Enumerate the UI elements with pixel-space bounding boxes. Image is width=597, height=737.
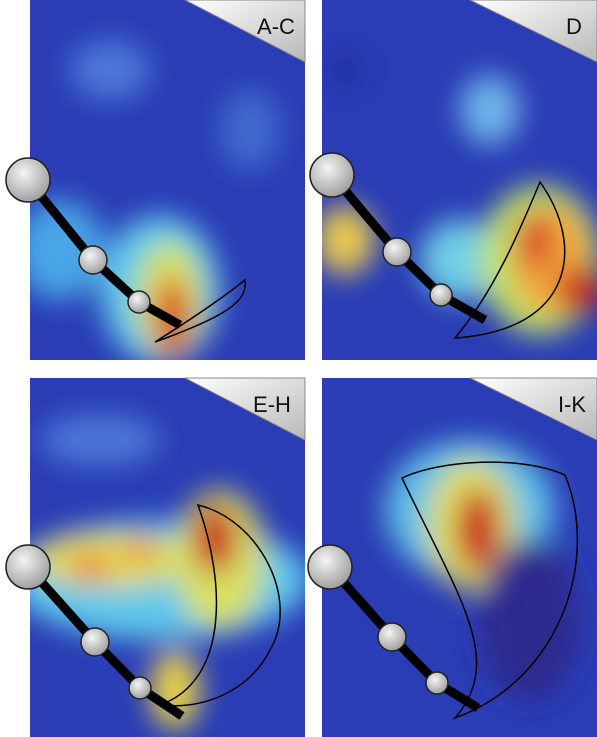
joint [308, 545, 352, 589]
panel-label: I-K [558, 392, 586, 417]
panel: E-H [6, 378, 310, 737]
joint [129, 677, 151, 699]
heatmap [322, 378, 597, 737]
page: A-C D [0, 0, 597, 737]
panel-label: D [566, 14, 582, 39]
joint [6, 158, 50, 202]
panel-label: E-H [253, 392, 291, 417]
joint [310, 153, 354, 197]
panel: D [310, 0, 597, 360]
joint [6, 545, 50, 589]
joint [383, 238, 411, 266]
joint [426, 672, 448, 694]
joint [430, 284, 452, 306]
joint [378, 623, 406, 651]
panel: A-C [6, 0, 305, 365]
joint [128, 291, 150, 313]
figure: A-C D [0, 0, 597, 737]
panel: I-K [308, 378, 597, 737]
panel-label: A-C [257, 14, 295, 39]
joint [81, 628, 109, 656]
joint [79, 246, 107, 274]
